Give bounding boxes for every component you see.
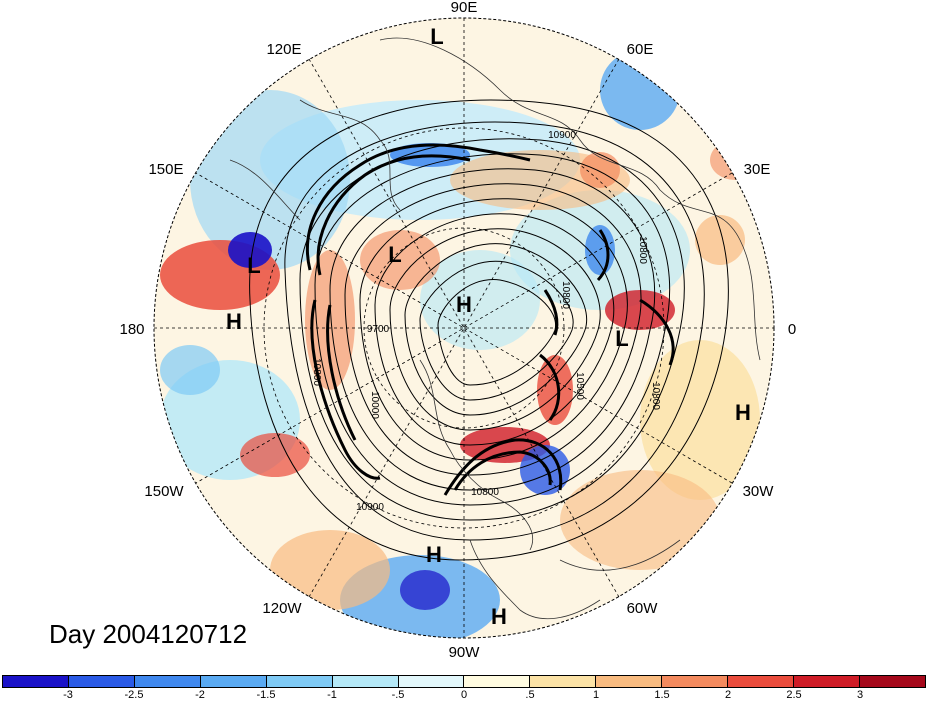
colorbar-tick-label: -3 [63,689,73,701]
low-pressure-center: L [615,326,628,351]
colorbar-cell [134,676,201,687]
contour-label: 9700 [367,324,390,335]
lon-label-120e: 120E [266,41,301,58]
contour-label: 10900 [356,502,384,513]
colorbar-tick-label: 3 [856,689,864,701]
lon-label-90e: 90E [451,0,478,16]
colorbar-cell [662,676,729,687]
high-pressure-center: H [491,604,507,629]
contour-label: 10800 [311,358,322,386]
low-pressure-center: L [247,253,260,278]
colorbar-tick-label: -2.5 [124,689,144,701]
colorbar-cell [596,676,663,687]
coastlines [229,37,761,620]
high-pressure-center: H [426,542,442,567]
high-pressure-center: H [735,400,751,425]
colorbar-tick-label: 2.5 [786,689,802,701]
colorbar-tick-label: .5 [525,689,535,701]
colorbar-tick-label: 2 [724,689,732,701]
lon-label-30e: 30E [744,161,771,178]
low-pressure-center: L [430,24,443,49]
colorbar-cell [794,676,860,687]
colorbar-tick-label: 1.5 [654,689,670,701]
high-pressure-center: H [226,309,242,334]
high-pressure-center: H [456,292,472,317]
colorbar-cell [3,676,69,687]
lon-label-150w: 150W [144,483,184,500]
colorbar-tick-label: -.5 [391,689,405,701]
lon-label-120w: 120W [262,600,302,617]
contour-label: 10000 [369,391,380,419]
lon-label-60w: 60W [627,600,659,617]
contour-label: 10800 [560,281,571,309]
graticule [154,18,774,638]
colorbar-tick-label: 0 [460,689,468,701]
lon-label-30w: 30W [743,483,775,500]
contour-label: 10800 [471,487,499,498]
colorbar-cell [68,676,135,687]
colorbar-cell [530,676,597,687]
lon-label-90w: 90W [449,644,481,661]
contour-label: 10900 [548,130,576,141]
colorbar-cell [200,676,267,687]
contour-label: 10500 [574,372,585,400]
anomaly-shading [160,50,760,638]
colorbar-tick-label: 1 [592,689,600,701]
map-title: Day 2004120712 [49,619,248,649]
colorbar [2,675,926,688]
colorbar-labels: -3 -2.5 -2 -1.5 -1 -.5 0 .5 1 1.5 2 2.5 3 [2,689,926,702]
contour-label: 10800 [650,382,661,410]
lon-label-60e: 60E [627,41,654,58]
colorbar-cell [266,676,333,687]
colorbar-cell [332,676,399,687]
colorbar-tick-label: -1.5 [256,689,276,701]
lon-label-150e: 150E [148,161,183,178]
low-pressure-center: L [388,242,401,267]
lon-label-0: 0 [788,321,796,338]
colorbar-tick-label: -1 [327,689,337,701]
colorbar-cell [464,676,531,687]
colorbar-cell [859,676,925,687]
colorbar-tick-label: -2 [195,689,205,701]
colorbar-cell [728,676,795,687]
colorbar-cell [398,676,465,687]
jet-streaks [305,143,675,496]
contour-label: 10800 [637,236,648,264]
lon-label-180: 180 [119,321,144,338]
map-border [153,17,775,639]
